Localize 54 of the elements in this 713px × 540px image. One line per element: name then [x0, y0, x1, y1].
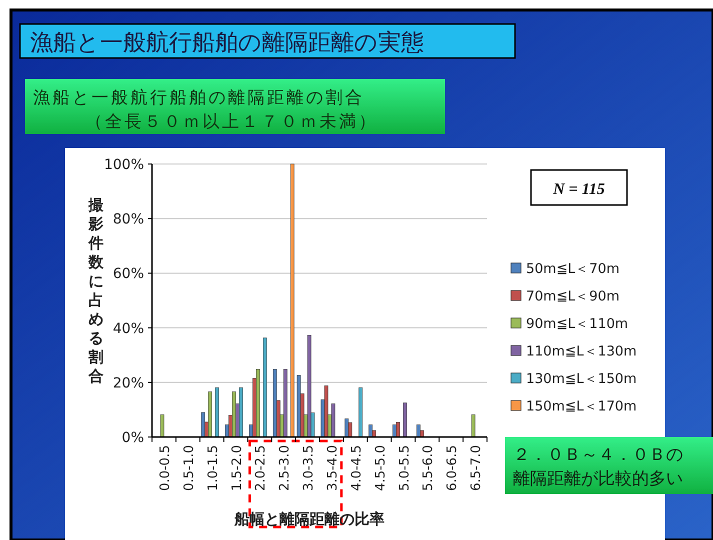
text: ２．０Ｂ～４．０Ｂの離隔距離が比較的多い: [513, 444, 684, 491]
bar: [331, 403, 336, 438]
bar: [348, 422, 352, 438]
x-tick-label: 4.5-5.0: [373, 445, 388, 492]
text: 撮影件数に占める割合: [88, 196, 104, 385]
x-tick-label: 0.0-0.5: [158, 445, 173, 492]
legend-label: 70m≦L＜90m: [526, 288, 620, 304]
x-axis-title: 船幅と離隔距離の比率: [234, 510, 384, 528]
bar: [283, 369, 288, 438]
bar: [239, 387, 243, 438]
bar: [232, 391, 236, 438]
bar: [160, 414, 164, 438]
bar: [358, 387, 363, 438]
x-tick-label: 4.0-4.5: [349, 445, 364, 492]
bar: [403, 402, 407, 438]
bar: [296, 375, 301, 438]
y-tick-label: 60%: [112, 266, 144, 282]
bar: [272, 369, 277, 438]
x-tick-label: 5.5-6.0: [421, 445, 436, 492]
x-tick-label: 1.5-2.0: [230, 445, 245, 492]
chart-title: 漁船と一般航行船舶の離隔距離の実態: [30, 30, 424, 56]
chart-subtitle: 漁船と一般航行船舶の離隔距離の割合（全長５０ｍ以上１７０ｍ未満）: [33, 87, 378, 134]
bar: [290, 164, 294, 438]
bar: [208, 391, 212, 438]
x-tick-label: 3.0-3.5: [302, 445, 317, 492]
legend-label: 50m≦L＜70m: [526, 261, 620, 277]
bar: [368, 424, 373, 438]
x-tick-label: 6.5-7.0: [469, 445, 484, 492]
x-tick-label: 1.0-1.5: [206, 445, 221, 492]
y-tick-label: 20%: [112, 375, 144, 392]
legend-label: 110m≦L＜130m: [526, 344, 637, 360]
x-tick-label: 6.0-6.5: [445, 445, 460, 492]
x-tick-label: 0.5-1.0: [182, 445, 197, 492]
y-tick-label: 40%: [112, 320, 144, 337]
bar: [215, 387, 219, 438]
legend-label: 150m≦L＜170m: [526, 398, 637, 414]
x-tick-label: 2.5-3.0: [278, 445, 293, 492]
bar: [324, 385, 328, 438]
bar: [201, 412, 206, 438]
y-tick-label: 100%: [104, 157, 144, 173]
bar: [396, 422, 400, 438]
bar: [262, 338, 267, 438]
legend-label: 90m≦L＜110m: [526, 316, 628, 332]
bar: [307, 334, 312, 438]
y-tick-label: 0%: [122, 430, 144, 446]
bar: [256, 369, 260, 438]
legend-label: 130m≦L＜150m: [526, 371, 637, 387]
x-tick-label: 2.0-2.5: [254, 445, 269, 492]
y-tick-label: 80%: [112, 212, 144, 228]
text: N = 115: [552, 181, 605, 198]
bar: [416, 424, 420, 438]
x-tick-label: 3.5-4.0: [325, 445, 340, 492]
bar: [471, 414, 476, 438]
x-tick-label: 5.0-5.5: [397, 445, 412, 492]
